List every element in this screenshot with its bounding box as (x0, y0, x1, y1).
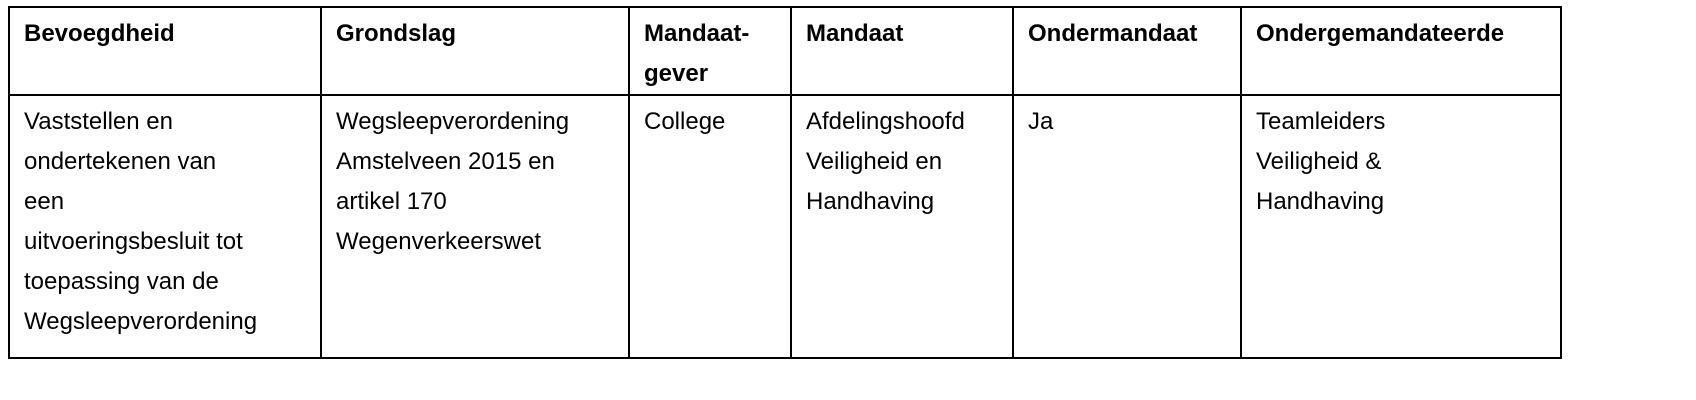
table-cell: College (628, 94, 792, 359)
table-cell: Teamleiders Veiligheid & Handhaving (1240, 94, 1562, 359)
header-text: gever (644, 60, 709, 87)
header-text: Ondermandaat (1028, 20, 1198, 47)
header-text: Ondergemandateerde (1256, 20, 1505, 47)
table-row: Vaststellen en ondertekenen van een uitvoer… (8, 94, 1562, 359)
cell-text: College (644, 108, 726, 135)
column-header: Ondergemandateerde (1240, 6, 1562, 96)
cell-text: Veiligheid en (806, 148, 943, 175)
header-text: Grondslag (336, 20, 457, 47)
cell-text: toepassing van de (24, 268, 219, 295)
table-cell: Afdelingshoofd Veiligheid en Handhaving (790, 94, 1014, 359)
column-header: Mandaat-gever (628, 6, 792, 96)
mandate-table: Bevoegdheid Grondslag Mandaat-gever Mandaat… (8, 6, 1562, 359)
table-cell: Ja (1012, 94, 1242, 359)
header-row: Bevoegdheid Grondslag Mandaat-gever Mandaat… (8, 6, 1562, 96)
table-cell: Wegsleepverordening Amstelveen 2015 en art… (320, 94, 630, 359)
cell-text: Veiligheid & (1256, 148, 1382, 175)
cell-text: Wegsleepverordening (336, 108, 570, 135)
cell-text: Teamleiders (1256, 108, 1386, 135)
cell-text: artikel 170 (336, 188, 447, 215)
cell-text: Amstelveen 2015 en (336, 148, 555, 175)
cell-text: een (24, 188, 65, 215)
cell-text: Wegsleepverordening (24, 308, 258, 335)
cell-text: Handhaving (1256, 188, 1385, 215)
cell-text: ondertekenen van (24, 148, 217, 175)
header-text: Mandaat- (644, 20, 750, 47)
cell-text: Vaststellen en (24, 108, 173, 135)
cell-text: uitvoeringsbesluit tot (24, 228, 243, 255)
cell-text: Ja (1028, 108, 1054, 135)
cell-text: Wegenverkeerswet (336, 228, 541, 255)
header-text: Bevoegdheid (24, 20, 175, 47)
header-text: Mandaat (806, 20, 904, 47)
column-header: Grondslag (320, 6, 630, 96)
table-cell: Vaststellen en ondertekenen van een uitvoer… (8, 94, 322, 359)
cell-text: Handhaving (806, 188, 935, 215)
column-header: Bevoegdheid (8, 6, 322, 96)
cell-text: Afdelingshoofd (806, 108, 965, 135)
column-header: Mandaat (790, 6, 1014, 96)
column-header: Ondermandaat (1012, 6, 1242, 96)
